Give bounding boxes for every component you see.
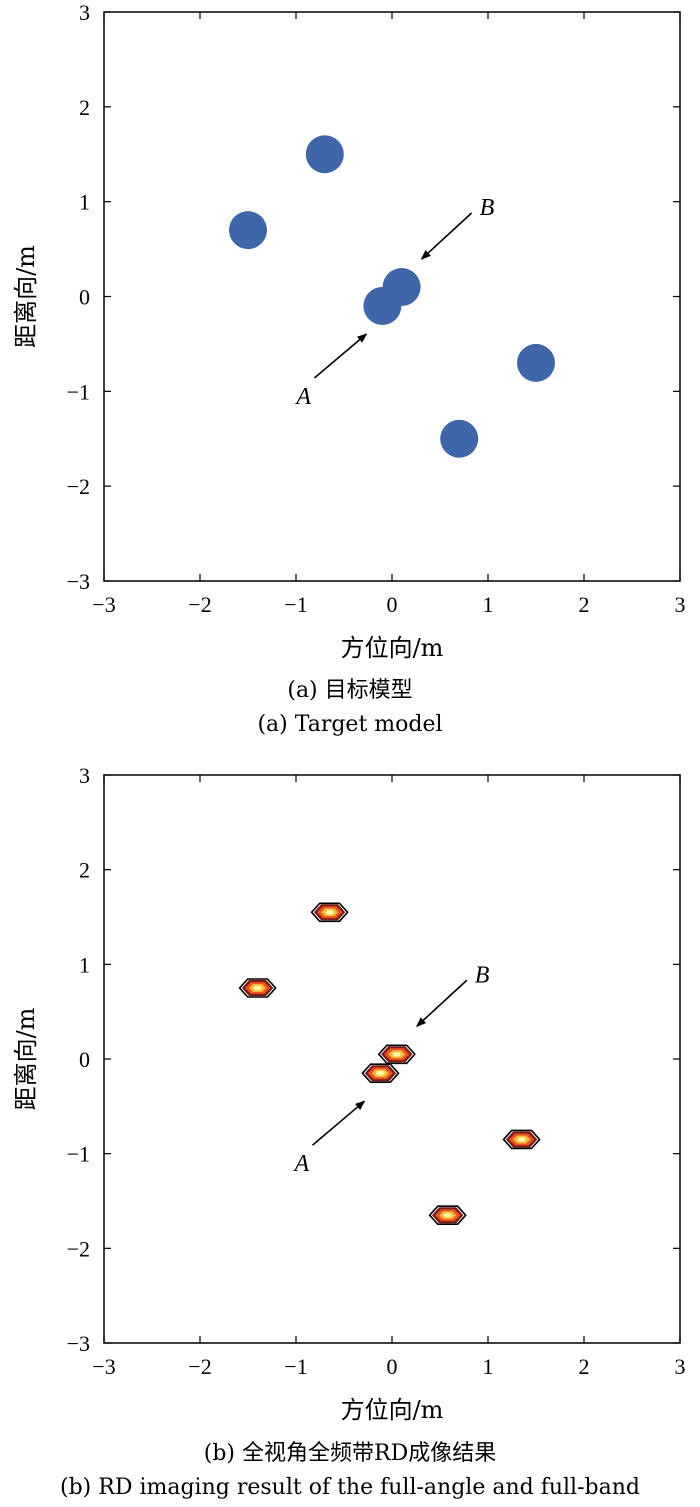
x-tick-label: 3 (675, 592, 686, 617)
contour-blob (238, 978, 277, 998)
scatter-point (229, 211, 267, 250)
x-tick-label: 1 (483, 592, 494, 617)
contour-blob (377, 1044, 416, 1065)
scatter-point (440, 419, 479, 458)
scatter-point (305, 135, 344, 174)
y-axis-label-a: 距离向/m (12, 245, 40, 348)
scatter-point (363, 286, 402, 325)
caption-cn-a: (a) 目标模型 (287, 678, 412, 703)
annotation-arrow-b (420, 212, 473, 260)
annotation-arrow-a (313, 333, 368, 379)
y-tick-label: 1 (79, 952, 90, 977)
x-tick-label: 0 (387, 592, 398, 617)
y-tick-label: 2 (79, 858, 90, 883)
annotation-label-b: B (480, 195, 495, 221)
caption-en-b: (b) RD imaging result of the full-angle … (60, 1475, 640, 1500)
x-tick-label: −3 (92, 592, 115, 617)
contour-blob (428, 1205, 467, 1225)
x-tick-label: 2 (579, 592, 590, 617)
x-tick-label: 1 (483, 1354, 494, 1379)
contour-level (375, 1070, 386, 1076)
y-tick-label: 0 (79, 1047, 90, 1072)
annotation-label-a: A (292, 1151, 309, 1177)
x-tick-label: −1 (284, 1354, 307, 1379)
contour-level (324, 909, 335, 915)
contour-blob (361, 1063, 400, 1083)
x-tick-label: 3 (675, 1354, 686, 1379)
x-tick-label: −1 (284, 592, 307, 617)
caption-cn-b: (b) 全视角全频带RD成像结果 (204, 1441, 496, 1466)
x-tick-label: −2 (188, 592, 211, 617)
scatter-point (517, 343, 555, 382)
x-tick-label: 2 (579, 1354, 590, 1379)
x-tick-label: −3 (92, 1354, 115, 1379)
y-tick-label: 2 (79, 95, 90, 120)
annotation-label-b: B (475, 962, 490, 988)
y-tick-label: −3 (67, 1331, 90, 1356)
y-tick-label: 3 (79, 763, 90, 788)
y-tick-label: −3 (67, 569, 90, 594)
annotation-arrow-b (416, 979, 468, 1027)
contour-level (252, 985, 263, 991)
annotation-label-a: A (294, 384, 311, 410)
contour-level (442, 1212, 453, 1218)
axis-ticks-b: −3 −2 −1 0 1 2 3 3 2 1 0 −1 −2 −3 (67, 763, 686, 1379)
annotation-arrow-a (311, 1100, 366, 1146)
y-tick-label: −2 (67, 1236, 90, 1261)
y-tick-label: −1 (67, 1142, 90, 1167)
data-marks-b (238, 902, 541, 1225)
contour-blob (502, 1129, 541, 1150)
caption-en-a: (a) Target model (257, 712, 442, 737)
x-axis-label-b: 方位向/m (341, 1396, 444, 1424)
y-tick-label: 3 (79, 0, 90, 25)
y-tick-label: −1 (67, 379, 90, 404)
contour-level (392, 1051, 402, 1057)
x-axis-label-a: 方位向/m (341, 634, 444, 662)
y-tick-label: −2 (67, 474, 90, 499)
annotations-b: AB (292, 962, 489, 1177)
axis-ticks-a: −3 −2 −1 0 1 2 3 3 2 1 0 −1 −2 −3 (67, 0, 686, 617)
data-marks-a (229, 135, 555, 458)
y-tick-label: 1 (79, 190, 90, 215)
x-tick-label: −2 (188, 1354, 211, 1379)
y-axis-label-b: 距离向/m (12, 1007, 40, 1110)
y-tick-label: 0 (79, 285, 90, 310)
contour-level (516, 1137, 527, 1142)
x-tick-label: 0 (387, 1354, 398, 1379)
annotations-a: AB (294, 195, 494, 410)
contour-blob (310, 902, 349, 923)
